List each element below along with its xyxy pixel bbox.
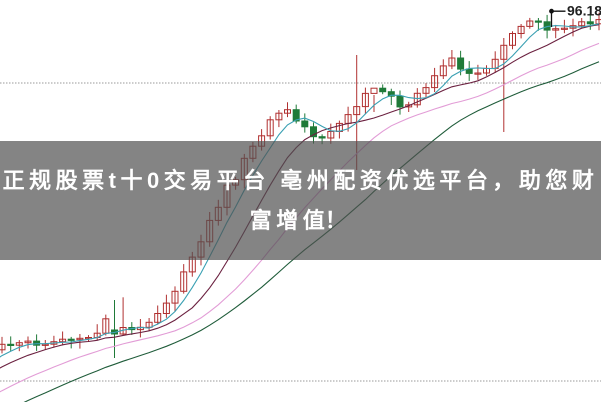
svg-text:96.18: 96.18 bbox=[567, 3, 601, 19]
